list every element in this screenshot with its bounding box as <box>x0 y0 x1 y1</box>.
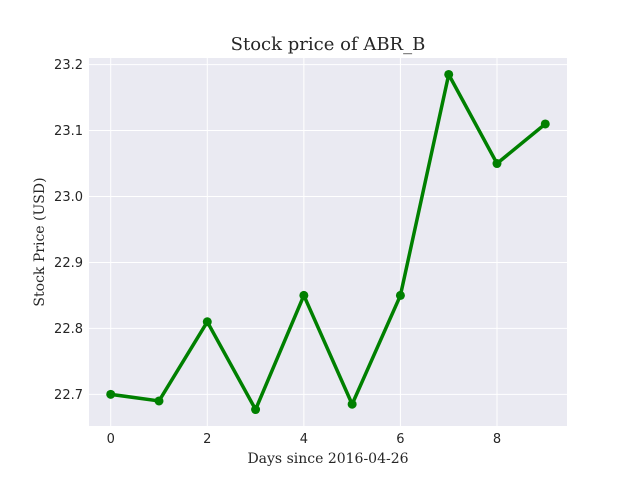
y-tick-label: 22.8 <box>54 322 83 337</box>
y-tick-label: 23.2 <box>54 58 83 73</box>
data-point <box>492 159 502 169</box>
x-tick-label: 8 <box>493 432 501 447</box>
data-point <box>540 119 550 129</box>
x-tick-label: 0 <box>107 432 115 447</box>
data-point <box>154 396 164 406</box>
series-line <box>108 72 548 412</box>
data-point <box>299 290 309 300</box>
plot-area <box>89 58 567 426</box>
y-axis: 22.7 22.8 22.9 23.0 23.1 23.2 <box>54 58 83 403</box>
x-axis-label: Days since 2016-04-26 <box>247 451 408 467</box>
y-tick-label: 23.1 <box>54 124 83 139</box>
grid <box>89 58 567 426</box>
x-tick-label: 2 <box>203 432 211 447</box>
x-tick-label: 6 <box>396 432 404 447</box>
y-tick-label: 22.9 <box>54 256 83 271</box>
y-axis-label: Stock Price (USD) <box>32 177 48 306</box>
y-tick-label: 23.0 <box>54 190 83 205</box>
data-point <box>395 290 405 300</box>
x-axis: 0 2 4 6 8 <box>107 432 502 447</box>
data-point <box>347 399 357 409</box>
x-tick-label: 4 <box>300 432 308 447</box>
data-point <box>106 389 116 399</box>
chart-title: Stock price of ABR_B <box>231 34 426 55</box>
data-point <box>251 405 261 415</box>
data-point <box>202 317 212 327</box>
y-tick-label: 22.7 <box>54 388 83 403</box>
data-point <box>444 69 454 79</box>
series-layer <box>106 69 550 415</box>
